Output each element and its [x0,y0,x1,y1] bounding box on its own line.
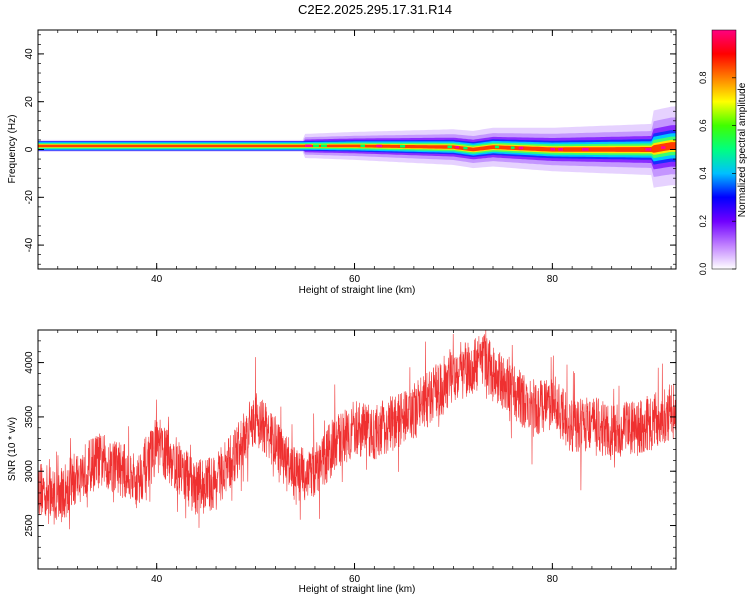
spectrogram-axes: 40 60 80 -40 -20 0 20 40 [24,30,676,285]
spectrogram-speckle [400,145,406,148]
colorbar-tick-label: 0.0 [698,263,708,276]
colorbar-label: Normalized spectral amplitude [737,82,748,217]
snr-xtick-label: 60 [349,574,361,585]
spectrogram-speckle [447,145,452,149]
spectrogram-speckle [455,145,460,149]
spectrogram-xlabel: Height of straight line (km) [299,285,416,296]
spectrogram-speckle [312,144,319,147]
spectrogram-band [38,142,676,153]
colorbar-frame [711,29,737,270]
snr-ytick-label: 2500 [24,514,35,537]
spectrogram-xtick-label: 60 [349,274,361,285]
colorbar-gradient [712,30,736,269]
spectrogram-speckle [494,145,500,149]
snr-axes: 40 60 80 2500 3000 3500 4000 [24,329,676,585]
spectrogram-speckle [558,148,563,151]
spectrogram-ytick-label: -40 [24,237,35,252]
spectrogram-speckle [510,146,515,149]
colorbar-tick-label: 0.8 [698,72,708,85]
colorbar: 0.0 0.2 0.4 0.6 0.8 Normalized spectral ampl… [698,29,748,276]
spectrogram-speckle [376,144,383,148]
spectrogram-speckle [550,147,556,151]
spectrogram-ytick-label: 0 [24,146,35,152]
snr-ytick-label: 4000 [24,351,35,374]
spectrogram-ytick-label: 40 [24,48,35,60]
colorbar-tick-label: 0.4 [698,167,708,180]
snr-xtick-label: 80 [547,574,559,585]
spectrogram-speckle [645,148,652,151]
spectrogram-speckle [518,146,524,150]
spectrogram-speckle [360,144,365,148]
spectrogram-speckle [463,146,468,150]
snr-ytick-label: 3000 [24,460,35,483]
snr-xtick-label: 40 [151,574,163,585]
spectrogram-xtick-label: 80 [547,274,559,285]
spectrogram-speckle [320,144,327,147]
snr-plot-area [38,330,676,569]
spectrogram-speckle [661,146,666,149]
colorbar-tick-label: 0.6 [698,119,708,132]
snr-panel: 40 60 80 2500 3000 3500 4000 Height of straigh… [7,329,677,595]
snr-ylabel: SNR (10 * v/v) [7,417,18,481]
spectrogram-ridge [38,106,676,188]
snr-xlabel: Height of straight line (km) [299,584,416,595]
colorbar-ticks: 0.0 0.2 0.4 0.6 0.8 [698,72,736,276]
spectrogram-panel: 40 60 80 -40 -20 0 20 40 Height of straight lin… [7,29,677,296]
spectrogram-xtick-label: 40 [151,274,163,285]
spectrogram-ytick-label: 20 [24,96,35,108]
spectrogram-speckle [582,148,589,151]
spectrogram-speckle [305,144,312,147]
spectrogram-ytick-label: -20 [24,190,35,205]
spectrogram-band [38,139,676,155]
colorbar-tick-label: 0.2 [698,215,708,228]
spectrogram-ylabel: Frequency (Hz) [7,115,18,184]
snr-series-line [38,330,676,530]
figure-title: C2E2.2025.295.17.31.R14 [298,2,452,17]
snr-ytick-label: 3500 [24,405,35,428]
